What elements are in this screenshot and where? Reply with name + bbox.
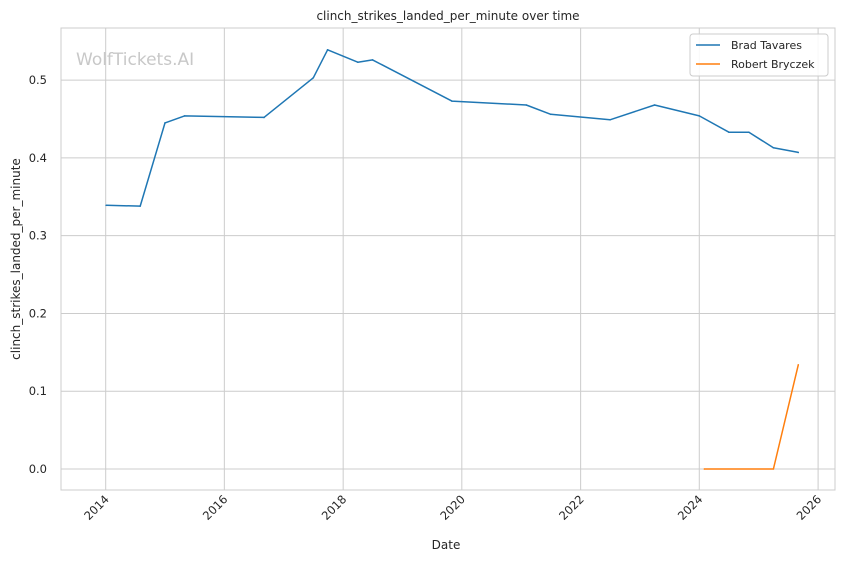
data-point-brad-tavares [326,48,329,51]
data-point-robert-bryczek [772,468,775,470]
y-tick-label: 0.1 [29,384,47,398]
chart-title: clinch_strikes_landed_per_minute over ti… [316,9,579,23]
y-tick-label: 0.0 [29,462,47,476]
data-point-brad-tavares [263,116,265,119]
data-point-brad-tavares [698,115,701,117]
data-point-brad-tavares [549,113,552,116]
legend: Brad Tavares Robert Bryczek [689,33,829,77]
data-point-robert-bryczek [703,468,706,470]
y-gridlines [61,79,835,470]
x-gridlines [105,28,819,490]
y-tick-label: 0.5 [29,73,47,87]
data-point-brad-tavares [772,146,775,149]
data-point-brad-tavares [371,59,374,61]
data-point-brad-tavares [653,104,656,106]
y-tick-label: 0.2 [29,306,47,320]
data-point-brad-tavares [728,131,730,134]
watermark-text: WolfTickets.AI [76,50,194,70]
data-point-brad-tavares [105,204,107,207]
data-point-brad-tavares [139,205,141,207]
y-axis-label: clinch_strikes_landed_per_minute [9,158,23,360]
x-axis-label: Date [432,538,461,552]
data-point-brad-tavares [356,61,359,64]
data-point-brad-tavares [183,115,186,117]
legend-box [689,33,829,77]
data-point-brad-tavares [451,100,453,102]
data-point-brad-tavares [797,151,800,154]
plot-area-frame [60,27,836,491]
legend-label-robert-bryczek: Robert Bryczek [731,58,815,71]
data-point-brad-tavares [164,122,166,124]
series-layer [105,48,800,470]
y-tick-label: 0.3 [29,229,47,243]
data-point-brad-tavares [525,104,528,106]
y-tick-labels: 0.0 0.1 0.2 0.3 0.4 0.5 [29,73,47,476]
data-point-brad-tavares [609,118,611,121]
y-tick-label: 0.4 [29,151,47,165]
legend-label-brad-tavares: Brad Tavares [731,39,802,52]
data-point-brad-tavares [312,76,315,79]
data-point-robert-bryczek [797,363,800,366]
data-point-brad-tavares [748,131,750,134]
